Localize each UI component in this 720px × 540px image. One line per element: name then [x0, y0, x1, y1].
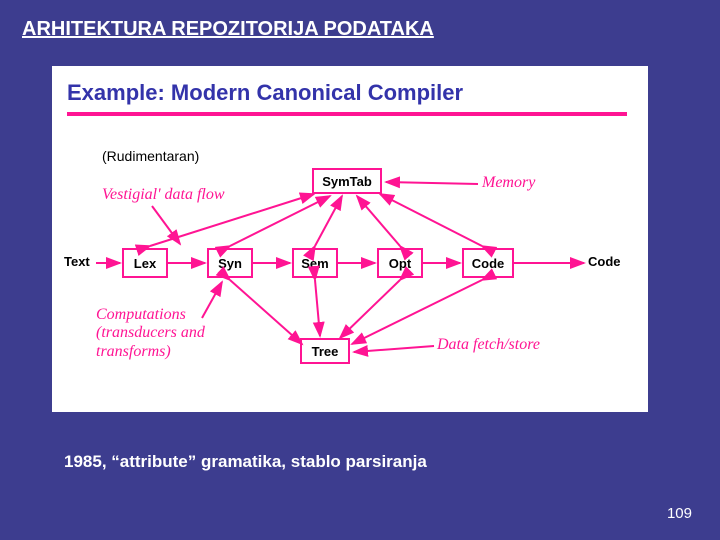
diagram-subtitle: Example: Modern Canonical Compiler [67, 80, 463, 106]
footer-text: 1985, “attribute” gramatika, stablo pars… [64, 452, 427, 472]
subtitle-underline [67, 112, 627, 116]
memory-label: Memory [482, 174, 535, 192]
datafetch-label: Data fetch/store [437, 336, 540, 354]
diagram-panel: Example: Modern Canonical Compiler (Rudi… [52, 66, 648, 412]
code-endpoint: Code [588, 254, 621, 269]
page-title: ARHITEKTURA REPOZITORIJA PODATAKA [0, 0, 720, 41]
rudimentaran-label: (Rudimentaran) [102, 148, 199, 164]
text-endpoint: Text [64, 254, 90, 269]
node-code: Code [462, 248, 514, 278]
vestigial-label: Vestigial' data flow [102, 186, 225, 204]
node-syn: Syn [207, 248, 253, 278]
computations-label: Computations (transducers and transforms… [96, 306, 205, 361]
node-sem: Sem [292, 248, 338, 278]
node-opt: Opt [377, 248, 423, 278]
node-symtab: SymTab [312, 168, 382, 194]
node-lex: Lex [122, 248, 168, 278]
node-tree: Tree [300, 338, 350, 364]
page-number: 109 [667, 505, 692, 522]
